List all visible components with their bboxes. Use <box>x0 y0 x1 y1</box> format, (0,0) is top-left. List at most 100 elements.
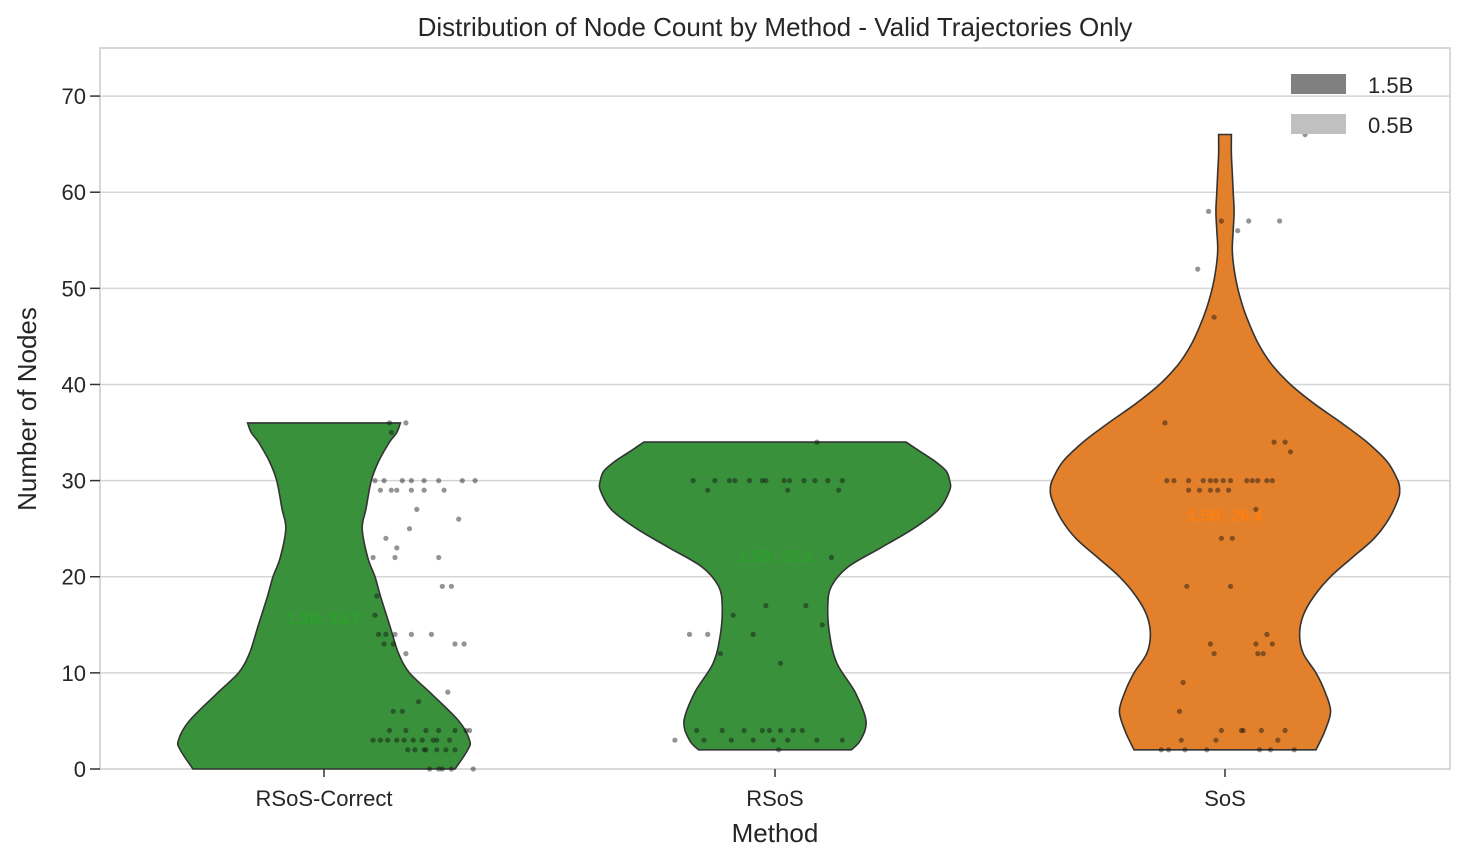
data-point <box>452 641 458 647</box>
data-point <box>401 737 407 743</box>
data-point <box>1267 747 1274 753</box>
data-point <box>381 478 387 484</box>
legend-swatch-1 <box>1291 114 1346 134</box>
data-point <box>1253 641 1259 647</box>
x-axis-label: Method <box>732 818 819 848</box>
data-point <box>443 747 449 753</box>
data-point <box>1213 478 1219 484</box>
data-point <box>781 478 787 484</box>
data-points <box>370 131 1308 772</box>
data-point <box>1244 478 1250 484</box>
data-point <box>399 708 405 714</box>
data-point <box>1215 487 1221 493</box>
data-point <box>459 478 465 484</box>
data-point <box>386 420 393 426</box>
data-point <box>405 747 411 753</box>
data-point <box>730 612 736 618</box>
data-point <box>463 727 469 734</box>
data-point <box>746 478 753 484</box>
violin-sos <box>1049 133 1401 751</box>
data-point <box>1264 631 1270 638</box>
y-tick-label-10: 10 <box>62 661 86 686</box>
data-point <box>434 737 440 743</box>
data-point <box>836 487 842 493</box>
data-point <box>825 478 831 484</box>
y-tick-label-40: 40 <box>62 372 86 397</box>
violin-rsos <box>598 441 952 751</box>
data-point <box>416 699 422 705</box>
data-point <box>819 622 825 628</box>
data-point <box>712 478 718 484</box>
data-point <box>1158 747 1164 753</box>
data-point <box>410 737 416 743</box>
data-point <box>1255 478 1261 484</box>
y-tick-label-30: 30 <box>62 469 86 494</box>
data-point <box>1186 487 1192 493</box>
data-point <box>717 651 724 657</box>
data-point <box>1166 747 1172 753</box>
data-point <box>1220 478 1226 484</box>
data-point <box>406 526 413 532</box>
data-point <box>1176 708 1183 714</box>
data-point <box>374 593 380 599</box>
data-point <box>412 747 418 753</box>
data-point <box>427 766 433 772</box>
data-point <box>392 554 398 561</box>
data-point <box>1218 727 1224 734</box>
data-point <box>705 487 711 493</box>
data-point <box>726 478 733 484</box>
data-point <box>1271 439 1277 445</box>
data-point <box>1258 727 1264 734</box>
data-point <box>421 487 427 493</box>
data-point <box>421 747 427 753</box>
mean-label-rsos: 1.5B: 22.2 <box>738 549 813 566</box>
data-point <box>1249 478 1255 484</box>
mean-label-sos: 1.5B: 26.4 <box>1188 508 1263 525</box>
data-point <box>392 631 398 638</box>
data-point <box>434 747 440 753</box>
data-point <box>787 478 793 484</box>
data-point <box>759 727 765 734</box>
data-point <box>1226 487 1232 493</box>
violins <box>176 133 1401 770</box>
data-point <box>414 506 420 512</box>
data-point <box>439 766 445 772</box>
data-point <box>408 487 414 493</box>
data-point <box>750 737 756 743</box>
data-point <box>399 478 405 484</box>
data-point <box>1184 583 1190 589</box>
mean-labels: 1.5B: 15.7 1.5B: 22.2 1.5B: 26.4 <box>287 508 1263 628</box>
data-point <box>456 516 462 522</box>
data-point <box>436 727 442 734</box>
data-point <box>436 478 442 484</box>
data-point <box>839 737 845 743</box>
data-point <box>1269 641 1275 647</box>
data-point <box>1211 314 1217 320</box>
data-point <box>447 737 453 743</box>
data-point <box>1164 478 1170 484</box>
mean-label-rsos-correct: 1.5B: 15.7 <box>287 611 362 628</box>
data-point <box>812 478 818 484</box>
data-point <box>1218 535 1224 541</box>
data-point <box>372 612 378 618</box>
data-point <box>1282 727 1288 734</box>
data-point <box>777 727 784 734</box>
x-tick-label-0: RSoS-Correct <box>256 786 393 811</box>
data-point <box>1200 478 1206 484</box>
data-point <box>448 583 454 589</box>
data-point <box>759 478 765 484</box>
legend: 1.5B 0.5B <box>1291 73 1413 138</box>
data-point <box>408 631 414 638</box>
data-point <box>370 737 376 743</box>
data-point <box>1229 535 1235 541</box>
data-point <box>1207 641 1213 647</box>
x-tick-label-1: RSoS <box>746 786 803 811</box>
data-point <box>1171 478 1177 484</box>
data-point <box>445 689 451 695</box>
data-point <box>1257 747 1263 753</box>
data-point <box>390 641 396 647</box>
data-point <box>790 727 796 734</box>
data-point <box>1275 737 1281 743</box>
data-point <box>421 478 427 484</box>
